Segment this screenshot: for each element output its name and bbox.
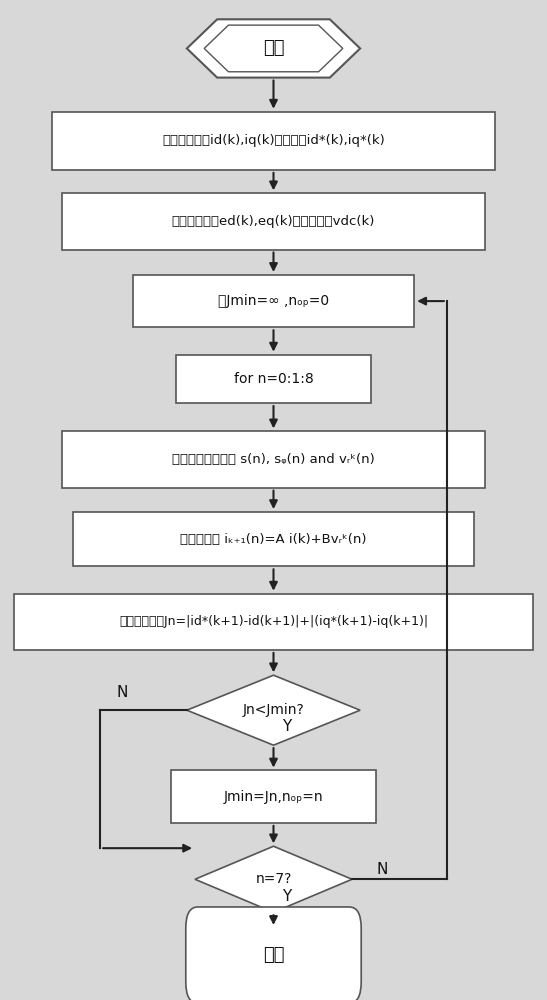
Text: 结束: 结束 — [263, 946, 284, 964]
Text: N: N — [116, 685, 127, 700]
FancyBboxPatch shape — [62, 431, 485, 488]
Polygon shape — [187, 19, 360, 78]
Text: 令Jmin=∞ ,nₒₚ=0: 令Jmin=∞ ,nₒₚ=0 — [218, 294, 329, 308]
Text: 计算代价函数Jn=|id*(k+1)-id(k+1)|+|(iq*(k+1)-iq(k+1)|: 计算代价函数Jn=|id*(k+1)-id(k+1)|+|(iq*(k+1)-i… — [119, 615, 428, 628]
FancyBboxPatch shape — [73, 512, 474, 566]
Text: 开始: 开始 — [263, 39, 284, 57]
Text: 采样交流电流id(k),iq(k)及其给定id*(k),iq*(k): 采样交流电流id(k),iq(k)及其给定id*(k),iq*(k) — [162, 134, 385, 147]
Text: Y: Y — [282, 889, 291, 904]
Text: Jn<Jmin?: Jn<Jmin? — [243, 703, 304, 717]
FancyBboxPatch shape — [176, 355, 371, 403]
Text: N: N — [376, 862, 388, 877]
FancyBboxPatch shape — [133, 275, 414, 327]
Text: Y: Y — [282, 719, 291, 734]
FancyBboxPatch shape — [51, 112, 496, 170]
Polygon shape — [195, 846, 352, 912]
Polygon shape — [204, 25, 343, 72]
FancyBboxPatch shape — [62, 193, 485, 250]
FancyBboxPatch shape — [171, 770, 376, 823]
Text: 计算预测値 iₖ₊₁(n)=A i(k)+Bvᵣᵏ(n): 计算预测値 iₖ₊₁(n)=A i(k)+Bvᵣᵏ(n) — [181, 533, 366, 546]
FancyBboxPatch shape — [14, 594, 533, 650]
FancyBboxPatch shape — [186, 907, 361, 1000]
Text: 采样交流电压ed(k),eq(k)和直流电压vdc(k): 采样交流电压ed(k),eq(k)和直流电压vdc(k) — [172, 215, 375, 228]
Text: Jmin=Jn,nₒₚ=n: Jmin=Jn,nₒₚ=n — [224, 790, 323, 804]
Text: n=7?: n=7? — [255, 872, 292, 886]
Text: 计算开关状态分量 s⁤(n), sᵩ(n) and vᵣᵏ(n): 计算开关状态分量 s⁤(n), sᵩ(n) and vᵣᵏ(n) — [172, 453, 375, 466]
Text: for n=0:1:8: for n=0:1:8 — [234, 372, 313, 386]
Polygon shape — [187, 675, 360, 745]
